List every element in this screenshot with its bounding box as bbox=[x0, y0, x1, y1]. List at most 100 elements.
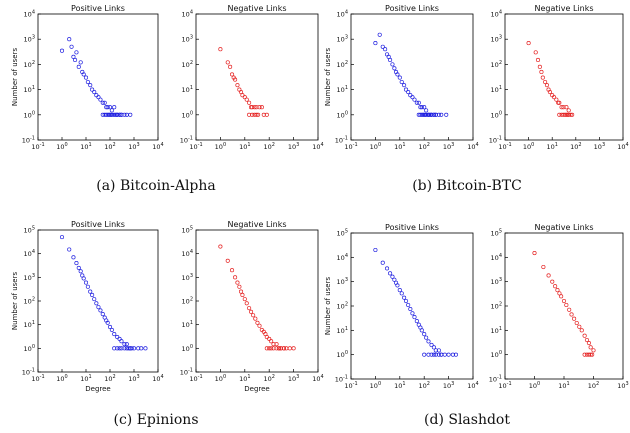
data-point bbox=[102, 100, 107, 105]
tick-label: 104 bbox=[312, 374, 323, 383]
data-point bbox=[267, 336, 272, 341]
data-point bbox=[274, 342, 279, 347]
data-point bbox=[109, 108, 114, 113]
y-axis-label: Number of users bbox=[11, 272, 19, 331]
tick-label: 10-1 bbox=[335, 375, 348, 384]
data-point bbox=[117, 112, 122, 117]
data-point bbox=[564, 302, 569, 308]
tick-label: 10-1 bbox=[22, 368, 35, 377]
data-point bbox=[74, 50, 79, 55]
tick-label: 101 bbox=[80, 142, 91, 151]
data-point bbox=[281, 346, 286, 351]
data-point bbox=[267, 346, 272, 351]
panel-title: Positive Links bbox=[385, 4, 439, 13]
data-point bbox=[384, 52, 390, 57]
panel-title: Positive Links bbox=[71, 220, 125, 229]
tick-label: 10-1 bbox=[489, 375, 502, 384]
data-point bbox=[586, 341, 591, 346]
data-point bbox=[572, 316, 577, 321]
tick-label: 100 bbox=[24, 110, 35, 119]
tick-label: 103 bbox=[182, 35, 193, 44]
tick-label: 104 bbox=[467, 381, 478, 390]
data-point bbox=[247, 112, 252, 117]
data-point bbox=[554, 97, 559, 102]
data-point bbox=[92, 89, 97, 95]
tick-label: 103 bbox=[443, 142, 454, 151]
data-point bbox=[250, 105, 255, 110]
data-point bbox=[128, 112, 133, 117]
data-point bbox=[442, 352, 447, 357]
tick-label: 103 bbox=[443, 381, 454, 390]
caption-d: (d) Slashdot bbox=[424, 412, 510, 428]
panel-title: Negative Links bbox=[535, 223, 594, 232]
data-point bbox=[247, 306, 252, 311]
data-point bbox=[439, 112, 444, 117]
data-point bbox=[107, 324, 113, 330]
tick-label: 101 bbox=[182, 85, 193, 94]
data-point bbox=[550, 279, 555, 284]
data-point bbox=[566, 108, 571, 113]
data-point bbox=[559, 105, 564, 110]
data-point bbox=[431, 112, 436, 117]
tick-label: 10-1 bbox=[31, 374, 44, 383]
data-point bbox=[100, 312, 105, 317]
data-point bbox=[418, 112, 423, 117]
data-point bbox=[238, 289, 244, 294]
tick-label: 101 bbox=[546, 142, 557, 151]
tick-label: 10-1 bbox=[498, 142, 511, 151]
tick-label: 10-1 bbox=[489, 136, 502, 145]
data-point bbox=[399, 79, 404, 85]
data-point bbox=[561, 112, 566, 117]
tick-label: 10-1 bbox=[31, 142, 44, 151]
data-point bbox=[235, 83, 240, 88]
data-point bbox=[254, 105, 259, 110]
tick-label: 104 bbox=[467, 142, 478, 151]
data-point bbox=[546, 273, 551, 278]
data-point bbox=[431, 345, 436, 350]
data-point bbox=[561, 105, 566, 110]
data-point bbox=[69, 44, 74, 49]
data-point bbox=[399, 291, 404, 296]
data-point bbox=[73, 57, 78, 63]
data-point bbox=[412, 97, 417, 102]
panel-3-b-bitcoin-btc-positive-links: Positive Links 10-1 100 101 102 103 104 10-1 100… bbox=[324, 4, 479, 151]
data-point bbox=[109, 112, 114, 117]
data-point bbox=[225, 258, 230, 263]
data-point bbox=[235, 280, 240, 285]
data-point bbox=[424, 108, 429, 113]
data-point bbox=[71, 255, 76, 260]
data-point bbox=[453, 352, 458, 357]
tick-label: 10-1 bbox=[498, 381, 511, 390]
tick-label: 100 bbox=[56, 142, 67, 151]
panel-title: Negative Links bbox=[535, 4, 594, 13]
tick-label: 105 bbox=[24, 226, 35, 235]
tick-label: 101 bbox=[558, 381, 569, 390]
data-point bbox=[228, 64, 233, 69]
tick-label: 101 bbox=[239, 142, 250, 151]
data-point bbox=[83, 280, 89, 285]
tick-label: 104 bbox=[24, 249, 35, 258]
tick-label: 101 bbox=[80, 374, 91, 383]
data-point bbox=[559, 294, 564, 299]
tick-label: 102 bbox=[491, 302, 502, 311]
data-point bbox=[143, 346, 148, 351]
data-point bbox=[233, 275, 238, 280]
data-point bbox=[584, 337, 590, 343]
x-axis-label: Degree bbox=[85, 385, 110, 393]
plot-frame bbox=[350, 232, 474, 380]
data-point bbox=[410, 311, 415, 316]
tick-label: 101 bbox=[239, 374, 250, 383]
data-point bbox=[126, 346, 131, 351]
tick-label: 102 bbox=[104, 142, 115, 151]
data-point bbox=[397, 288, 402, 293]
tick-label: 103 bbox=[594, 142, 605, 151]
data-point bbox=[109, 327, 114, 332]
data-point bbox=[535, 57, 541, 63]
tick-label: 104 bbox=[182, 10, 193, 19]
data-point bbox=[76, 265, 81, 270]
data-point bbox=[242, 297, 247, 302]
tick-label: 103 bbox=[491, 35, 502, 44]
data-point bbox=[561, 298, 567, 304]
data-point bbox=[105, 320, 110, 325]
data-point bbox=[388, 57, 393, 63]
